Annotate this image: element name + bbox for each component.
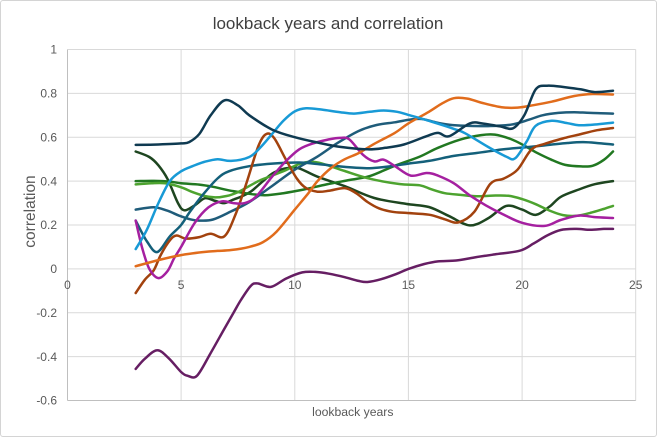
svg-text:-0.4: -0.4 (36, 350, 57, 364)
svg-text:15: 15 (402, 278, 416, 292)
svg-text:0.6: 0.6 (40, 130, 57, 144)
svg-text:-0.6: -0.6 (36, 394, 57, 408)
svg-text:10: 10 (288, 278, 302, 292)
svg-text:1: 1 (50, 43, 57, 57)
svg-text:0.4: 0.4 (40, 174, 57, 188)
svg-text:25: 25 (629, 278, 643, 292)
svg-text:20: 20 (515, 278, 529, 292)
svg-text:0: 0 (50, 262, 57, 276)
svg-text:-0.2: -0.2 (36, 306, 57, 320)
svg-text:correlation: correlation (22, 175, 39, 247)
svg-text:0.2: 0.2 (40, 218, 57, 232)
svg-text:lookback years: lookback years (312, 405, 393, 419)
svg-text:lookback years and correlation: lookback years and correlation (213, 14, 444, 33)
svg-text:0.8: 0.8 (40, 87, 57, 101)
svg-text:0: 0 (64, 278, 71, 292)
svg-text:5: 5 (178, 278, 185, 292)
